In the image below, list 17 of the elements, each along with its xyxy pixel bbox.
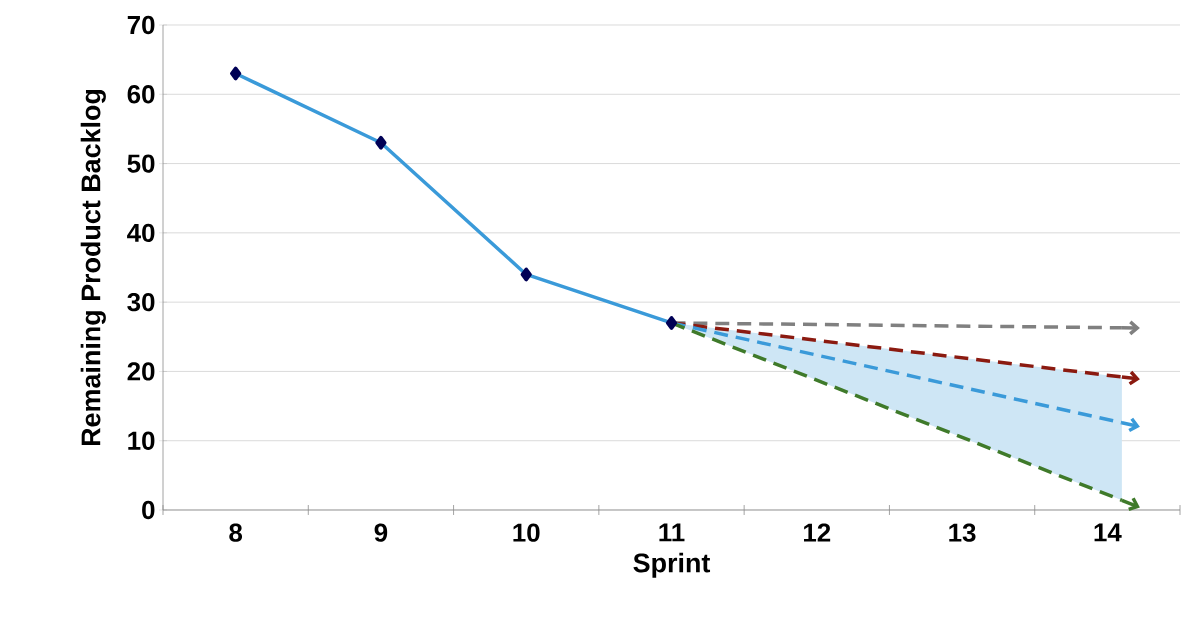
y-tick-label: 20	[127, 362, 155, 381]
y-tick-label: 40	[127, 223, 155, 243]
y-axis-title: Remaining Product Backlog	[80, 89, 106, 446]
y-tick-label: 50	[127, 154, 155, 173]
x-tick-label: 8	[229, 523, 243, 542]
x-tick-label: 10	[513, 523, 540, 542]
x-tick-label: 11	[659, 523, 685, 542]
x-tick-label: 13	[949, 523, 976, 542]
x-axis-title: Sprint	[633, 552, 711, 578]
y-tick-label: 60	[127, 85, 155, 104]
x-tick-label: 14	[1094, 523, 1122, 542]
y-tick-label: 70	[127, 15, 155, 35]
x-tick-label: 9	[374, 523, 388, 542]
y-tick-label: 0	[142, 500, 155, 520]
y-tick-label: 30	[127, 292, 155, 312]
y-tick-label: 10	[128, 431, 155, 450]
x-tick-label: 12	[804, 523, 831, 542]
